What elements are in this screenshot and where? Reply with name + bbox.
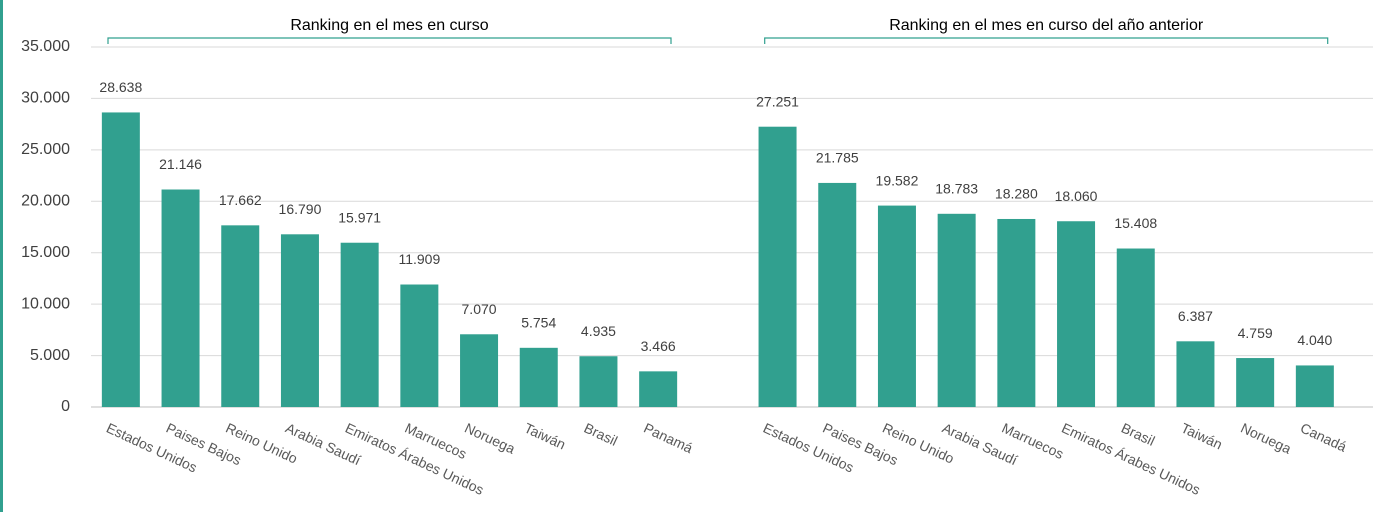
y-tick-label: 10.000 [21, 295, 70, 312]
data-label: 28.638 [99, 79, 142, 95]
x-tick-label: Panamá [641, 420, 695, 457]
data-label: 4.759 [1238, 325, 1273, 341]
bar [1295, 365, 1334, 407]
bar [818, 182, 857, 407]
group-label: Ranking en el mes en curso [290, 17, 488, 34]
data-label: 7.070 [462, 301, 497, 317]
y-tick-label: 15.000 [21, 244, 70, 261]
bar [937, 213, 976, 407]
data-label: 21.785 [816, 150, 859, 166]
x-tick-label: Noruega [1238, 420, 1294, 457]
data-label: 21.146 [159, 156, 202, 172]
x-tick-label: Noruega [462, 420, 518, 457]
data-label: 18.783 [935, 181, 978, 197]
bar [1116, 248, 1155, 407]
bar [340, 242, 379, 407]
data-label: 17.662 [219, 192, 262, 208]
x-tick-label: Brasil [1119, 420, 1157, 449]
y-tick-label: 0 [61, 398, 70, 415]
bar [639, 371, 678, 407]
bar [1057, 221, 1096, 407]
data-label: 6.387 [1178, 308, 1213, 324]
data-label: 4.040 [1297, 332, 1332, 348]
data-label: 19.582 [876, 172, 919, 188]
data-label: 18.280 [995, 186, 1038, 202]
x-tick-label: Brasil [582, 420, 620, 449]
y-tick-label: 20.000 [21, 193, 70, 210]
bar [280, 234, 319, 407]
data-label: 18.060 [1055, 188, 1098, 204]
y-tick-label: 5.000 [30, 347, 70, 364]
bar [460, 334, 499, 407]
bar [1176, 341, 1215, 407]
data-label: 27.251 [756, 93, 799, 109]
y-tick-label: 25.000 [21, 141, 70, 158]
bar [101, 112, 140, 407]
data-label: 16.790 [279, 201, 322, 217]
bar [1236, 358, 1275, 407]
x-tick-label: Canadá [1298, 420, 1349, 455]
y-tick-label: 30.000 [21, 90, 70, 107]
x-tick-label: Taiwán [522, 420, 568, 453]
bar [400, 284, 439, 407]
bar [758, 126, 797, 407]
data-label: 11.909 [398, 251, 440, 267]
data-label: 3.466 [641, 338, 676, 354]
bar [877, 205, 916, 407]
bar [519, 347, 558, 407]
data-label: 5.754 [521, 315, 556, 331]
group-label: Ranking en el mes en curso del año anter… [889, 17, 1204, 34]
group-bracket [107, 37, 672, 44]
data-label: 15.408 [1114, 215, 1157, 231]
left-border [0, 0, 3, 512]
data-label: 4.935 [581, 323, 616, 339]
bar [161, 189, 200, 407]
bar [997, 218, 1036, 407]
bar [579, 356, 618, 407]
data-label: 15.971 [338, 209, 381, 225]
y-tick-label: 35.000 [21, 38, 70, 55]
bar [221, 225, 260, 407]
x-tick-label: Taiwán [1179, 420, 1225, 453]
group-bracket [764, 37, 1329, 44]
